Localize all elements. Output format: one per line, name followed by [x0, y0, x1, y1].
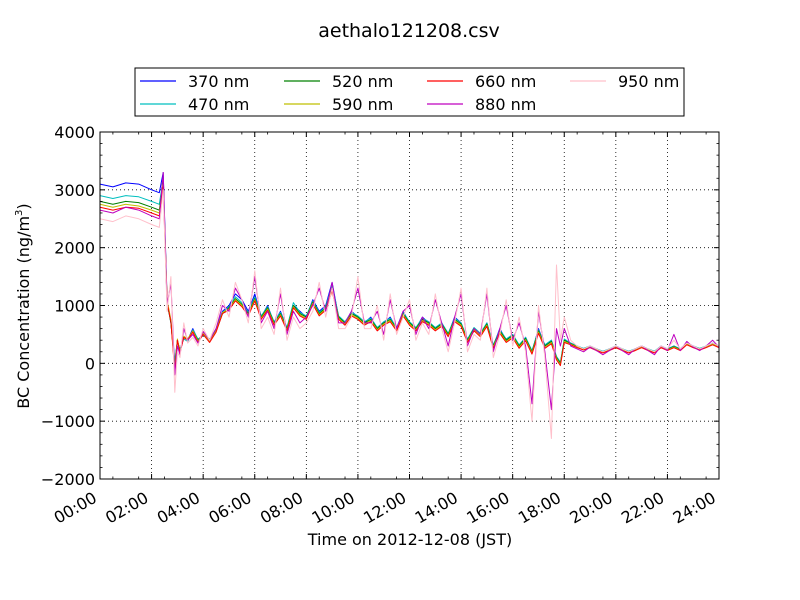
y-tick-labels: −2000 −1000 0 1000 2000 3000 4000 — [41, 123, 95, 489]
legend-label: 370 nm — [188, 72, 249, 91]
series-line-660-nm — [99, 186, 720, 373]
y-tick-label: 3000 — [54, 181, 95, 200]
series-line-950-nm — [99, 189, 720, 439]
y-axis-label-close: ) — [14, 203, 33, 209]
y-tick-label: 0 — [85, 354, 95, 373]
plot-area — [99, 131, 720, 480]
y-tick-label: 4000 — [54, 123, 95, 142]
y-tick-label: 1000 — [54, 297, 95, 316]
y-axis-label-superscript: 3 — [14, 210, 25, 216]
legend-label: 470 nm — [188, 95, 249, 114]
legend-label: 520 nm — [332, 72, 393, 91]
axes-frame — [99, 131, 720, 480]
legend-label: 660 nm — [475, 72, 536, 91]
legend-label: 950 nm — [618, 72, 679, 91]
legend-label: 880 nm — [475, 95, 536, 114]
y-axis-label-main: BC Concentration (ng/m — [14, 216, 33, 409]
x-axis-label: Time on 2012-12-08 (JST) — [307, 530, 512, 549]
series-line-590-nm — [99, 183, 720, 370]
y-axis-label: BC Concentration (ng/m3) — [14, 203, 33, 408]
y-tick-label: 2000 — [54, 239, 95, 258]
y-tick-label: −1000 — [41, 412, 95, 431]
legend: 370 nm 470 nm 520 nm 590 nm 660 nm 880 nm 950 … — [134, 67, 685, 117]
chart-title: aethalo121208.csv — [318, 20, 500, 42]
legend-frame — [134, 67, 685, 117]
legend-label: 590 nm — [332, 95, 393, 114]
y-tick-label: −2000 — [41, 470, 95, 489]
series-layer — [99, 172, 720, 439]
